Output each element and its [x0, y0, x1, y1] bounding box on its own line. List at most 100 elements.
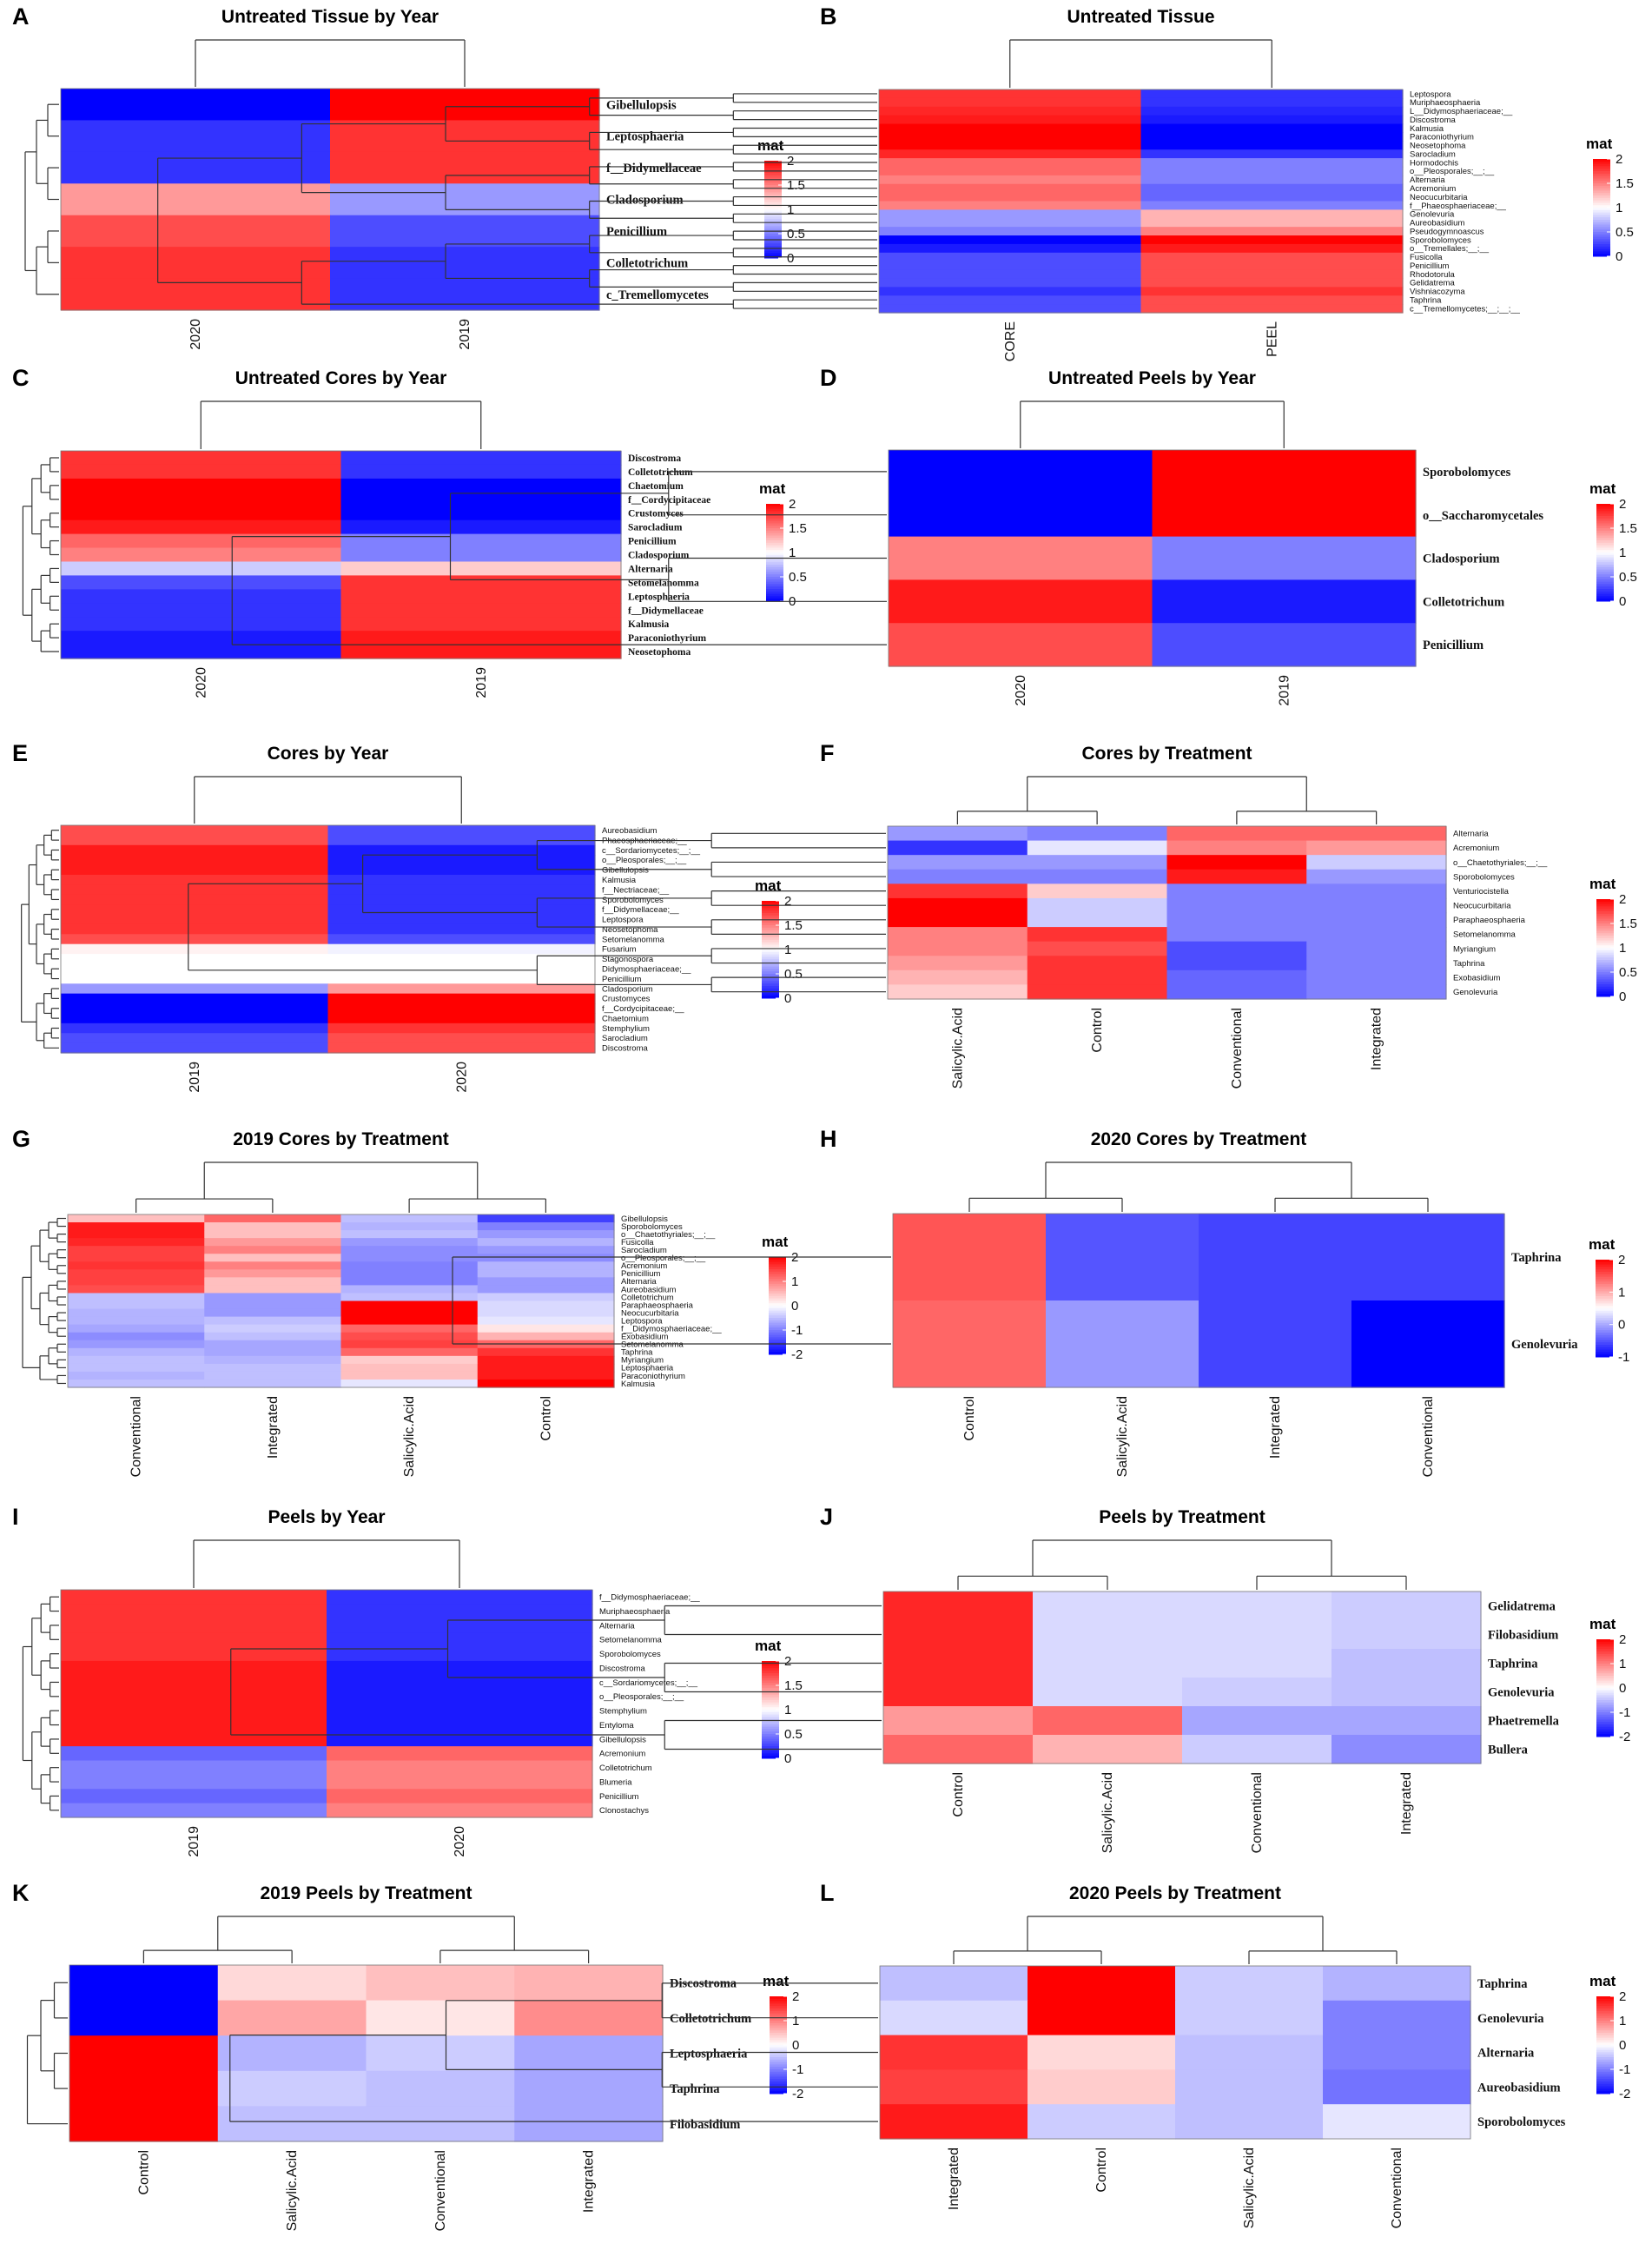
legend-swatch	[1596, 967, 1614, 970]
heatmap-cell	[61, 215, 331, 248]
legend-swatch	[766, 599, 783, 602]
legend-title: mat	[763, 1973, 790, 1989]
legend-tick: 2	[1619, 892, 1626, 907]
heatmap-cell	[340, 1363, 479, 1373]
legend-swatch	[762, 1687, 779, 1691]
heatmap-cell	[61, 954, 329, 965]
row-label: Aureobasidium	[1477, 2081, 1561, 2094]
heatmap-border	[60, 450, 622, 659]
heatmap-cell	[1033, 1620, 1183, 1650]
legend-swatch	[764, 173, 782, 176]
legend-swatch	[762, 981, 779, 984]
legend-swatch	[766, 535, 783, 539]
legend-swatch	[764, 168, 782, 171]
dendrogram	[21, 776, 462, 1049]
column-label: PEEL	[1265, 321, 1279, 357]
legend-swatch	[762, 908, 779, 911]
heatmap-cell	[880, 2069, 1028, 2105]
heatmap-cell	[1166, 956, 1307, 971]
row-label: Leptosphaeria	[621, 1364, 674, 1373]
heatmap-cell	[61, 1803, 327, 1818]
heatmap-cell	[61, 904, 329, 916]
row-label: Gibellulopsis	[621, 1214, 668, 1224]
legend-swatch	[770, 2021, 787, 2024]
legend-swatch	[762, 925, 779, 929]
legend-swatch	[764, 189, 782, 193]
row-label: Myriangium	[1453, 944, 1496, 954]
heatmap-cell	[69, 2000, 219, 2036]
legend-swatch	[762, 993, 779, 996]
legend-swatch	[762, 956, 779, 960]
heatmap-border	[879, 1965, 1471, 2140]
heatmap-cell	[1027, 969, 1168, 986]
heatmap-cell	[61, 464, 342, 480]
legend-swatch	[766, 506, 783, 510]
row-label: Alternaria	[599, 1621, 635, 1631]
heatmap-cell	[61, 1604, 327, 1619]
heatmap-cell	[340, 617, 622, 632]
heatmap-cell	[340, 547, 622, 563]
legend-swatch	[1596, 1337, 1613, 1340]
legend-tick: 0.5	[789, 570, 807, 585]
panel-title: 2019 Peels by Treatment	[261, 1883, 472, 1903]
heatmap-cell	[879, 89, 1142, 99]
legend-tick: 1.5	[787, 178, 805, 193]
heatmap-cell	[1182, 1649, 1332, 1678]
row-label: Acremonium	[1410, 184, 1456, 194]
legend-swatch	[1596, 1318, 1613, 1321]
row-label: Pseudogymnoascus	[1410, 227, 1484, 236]
row-label: f__Didymosphaeriaceae;__	[599, 1593, 700, 1603]
row-label: Fusicolla	[1410, 253, 1443, 262]
legend-swatch	[1596, 969, 1614, 973]
heatmap-cell	[340, 1269, 479, 1278]
row-label: Genolevuria	[1477, 2012, 1544, 2026]
legend-swatch	[1596, 1340, 1613, 1343]
legend-swatch	[1596, 1661, 1614, 1664]
legend-swatch	[1596, 528, 1614, 532]
panel-letter: I	[12, 1504, 19, 1530]
row-label: Penicillium	[602, 975, 641, 984]
row-label: Neosetophoma	[1410, 142, 1466, 151]
heatmap-cell	[1175, 1966, 1324, 2002]
heatmap-cell	[330, 278, 600, 311]
heatmap-cell	[1332, 1620, 1482, 1650]
heatmap-cell	[327, 1675, 593, 1691]
legend-tick: -2	[791, 1347, 803, 1362]
legend-swatch	[1596, 994, 1614, 997]
legend-swatch	[762, 1748, 779, 1752]
panel-title: 2019 Cores by Treatment	[233, 1129, 449, 1149]
legend-swatch	[1596, 986, 1614, 990]
heatmap-cell	[477, 1363, 615, 1373]
legend-swatch	[1596, 964, 1614, 968]
legend-tick: -1	[792, 2062, 803, 2077]
legend-swatch	[762, 983, 779, 987]
legend-swatch	[762, 1673, 779, 1677]
heatmap-cell	[879, 106, 1142, 116]
heatmap-cell	[327, 844, 596, 856]
legend-tick: 1	[1619, 546, 1626, 560]
heatmap-cell	[340, 1332, 479, 1341]
panel-letter: H	[820, 1126, 837, 1152]
heatmap-cell	[366, 2035, 515, 2072]
legend-swatch	[1596, 1688, 1614, 1691]
legend-tick: 0.5	[784, 967, 803, 982]
heatmap-cell	[204, 1246, 342, 1254]
row-label: f__Nectriaceae;__	[602, 885, 670, 895]
legend-swatch	[762, 959, 779, 963]
legend-swatch	[770, 2040, 787, 2043]
heatmap-cell	[204, 1308, 342, 1318]
legend-swatch	[769, 1320, 786, 1324]
heatmap-cell	[68, 1324, 205, 1333]
legend-swatch	[1596, 1697, 1614, 1701]
heatmap-cell	[340, 1261, 479, 1270]
heatmap-cell	[340, 1340, 479, 1349]
column-label: Conventional	[129, 1396, 144, 1477]
row-label: Phaetremella	[1488, 1715, 1560, 1729]
legend-swatch	[766, 547, 783, 551]
legend-title: mat	[1589, 1236, 1616, 1253]
legend-swatch	[1596, 530, 1614, 534]
legend-swatch	[1596, 916, 1614, 919]
legend-swatch	[1596, 596, 1614, 599]
legend-swatch	[770, 2030, 787, 2034]
